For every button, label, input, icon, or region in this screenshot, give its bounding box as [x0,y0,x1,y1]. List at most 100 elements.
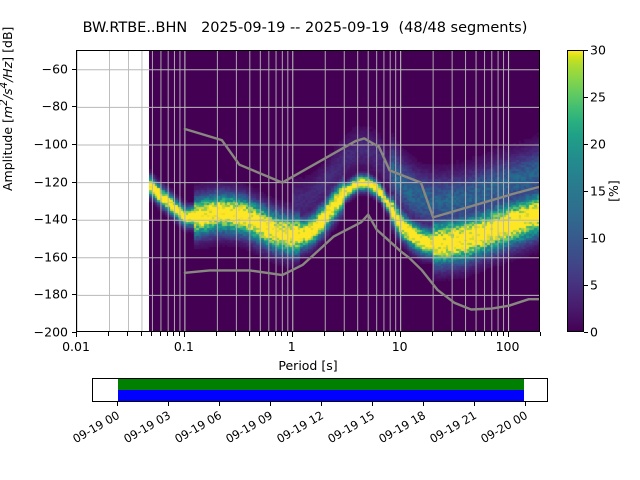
noise-model-nlnm [183,213,539,311]
colorbar-tick-label: 5 [590,277,598,293]
noise-model-nhnm [183,127,539,219]
timeline-tick [474,402,476,406]
x-tick [127,332,129,336]
x-tick [375,332,377,336]
x-tick [108,332,110,336]
x-tick [451,332,453,336]
x-tick [475,332,477,336]
timeline-axes[interactable] [92,378,548,402]
colorbar-tick-label: 30 [590,42,606,58]
plot-title: BW.RTBE..BHN 2025-09-19 -- 2025-09-19 (4… [82,20,528,36]
x-tick [399,332,401,337]
colorbar-tick [584,50,588,51]
x-tick [483,332,485,336]
y-tick [72,294,76,296]
y-tick [72,256,76,258]
x-tick [76,332,77,337]
x-tick [490,332,492,336]
x-tick [183,332,185,337]
colorbar-tick [584,238,588,239]
x-tick [389,332,391,336]
y-tick [72,144,76,145]
x-tick [159,332,161,336]
y-tick-label: −60 [41,61,68,77]
y-tick-label: −120 [33,174,68,190]
x-tick [281,332,283,336]
x-tick [275,332,277,336]
timeline-bar-data-coverage [117,390,525,401]
x-tick [497,332,499,336]
colorbar-tick [584,285,588,286]
x-tick [464,332,466,336]
x-tick [367,332,369,336]
timeline-tick [525,402,527,406]
x-tick [259,332,261,336]
x-tick [540,332,541,336]
y-tick-label: −100 [33,136,68,152]
x-tick [502,332,504,336]
colorbar [567,50,584,332]
x-tick-label: 1 [287,339,296,354]
y-tick-label: −200 [33,324,68,340]
ppsd-plot-area[interactable] [76,50,540,332]
timeline-tick-label: 09-19 18 [376,408,429,446]
x-tick-label: 0.01 [62,339,90,354]
x-tick [432,332,434,336]
colorbar-tick-label: 10 [590,230,606,246]
x-tick [291,332,293,337]
y-tick [72,106,76,108]
timeline-tick [168,402,170,406]
x-tick [151,332,153,336]
timeline-tick [372,402,374,406]
y-tick [72,68,76,70]
x-axis-label: Period [s] [278,358,338,373]
y-tick [72,219,76,221]
x-tick [343,332,345,336]
y-tick-label: −160 [33,249,68,265]
x-tick [173,332,175,336]
y-tick [72,181,76,183]
x-tick [140,332,142,336]
colorbar-tick [584,332,588,333]
x-tick [178,332,180,336]
colorbar-tick-label: 25 [590,89,606,105]
colorbar-tick-label: 0 [590,324,598,340]
timeline-bar-psd-segments [117,379,525,390]
timeline-tick [270,402,272,406]
grid-and-noise-models [77,51,539,331]
timeline-tick [321,402,323,406]
x-tick [267,332,269,336]
x-tick [286,332,288,336]
x-tick [167,332,169,336]
timeline-tick-label: 09-19 12 [274,408,327,446]
x-tick [216,332,218,336]
x-tick-label: 100 [495,339,520,354]
x-tick [382,332,384,336]
timeline-tick-label: 09-19 03 [121,408,174,446]
y-tick-label: −140 [33,211,68,227]
timeline-tick [117,402,119,406]
y-tick-label: −180 [33,286,68,302]
x-tick [507,332,509,337]
colorbar-tick-label: 15 [590,183,606,199]
x-tick [356,332,358,336]
timeline-tick-label: 09-19 00 [70,408,123,446]
timeline-tick [423,402,425,406]
x-tick [235,332,237,336]
x-tick-label: 10 [391,339,408,354]
timeline-tick [219,402,221,406]
y-tick-label: −80 [41,98,68,114]
x-tick [324,332,326,336]
colorbar-tick-label: 20 [590,136,606,152]
timeline-tick-label: 09-19 15 [325,408,378,446]
y-tick [72,332,76,333]
colorbar-tick [584,144,588,145]
timeline-tick-label: 09-19 09 [223,408,276,446]
colorbar-tick [584,191,588,192]
x-tick-label: 0.1 [173,339,194,354]
